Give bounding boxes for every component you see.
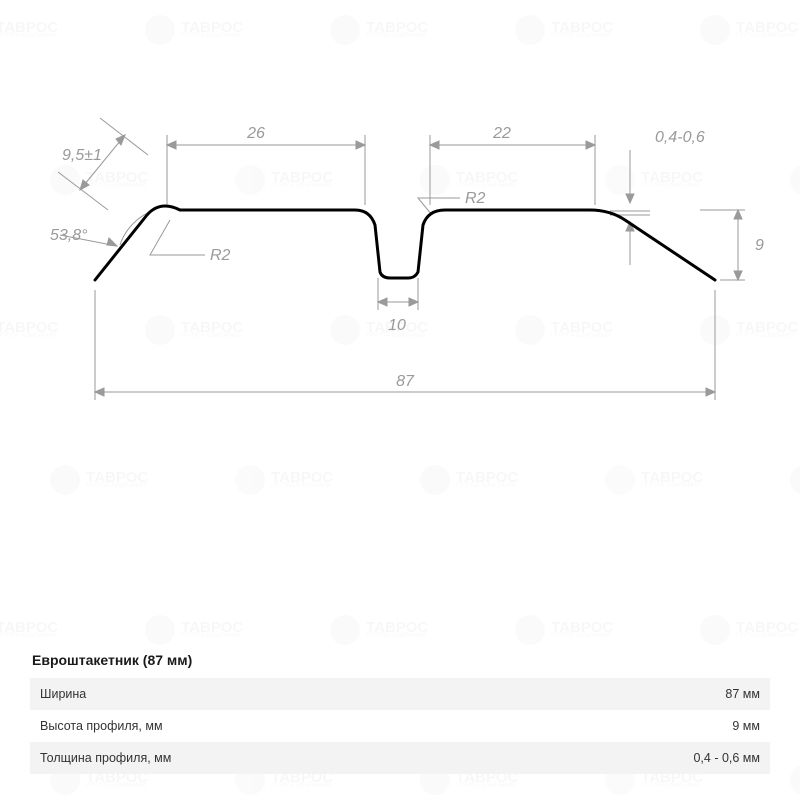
dim-top-left: 26	[246, 125, 265, 142]
dim-height: 9	[755, 237, 764, 254]
dim-angle: 53,8°	[50, 227, 88, 244]
dim-top-right: 22	[492, 125, 511, 142]
profile-diagram: 26 22 0,4-0,6 9 10 87 R2 R2 53,8° 9,5±1	[0, 0, 800, 640]
table-row: Толщина профиля, мм0,4 - 0,6 мм	[30, 742, 770, 774]
spec-area: Евроштакетник (87 мм) Ширина87 мм Высота…	[0, 652, 800, 800]
dim-overall: 87	[396, 373, 415, 390]
table-row: Высота профиля, мм9 мм	[30, 710, 770, 742]
dim-r2-center: R2	[465, 190, 486, 207]
dim-flange: 9,5±1	[62, 147, 102, 164]
dim-thickness: 0,4-0,6	[655, 129, 705, 146]
spec-table: Ширина87 мм Высота профиля, мм9 мм Толщи…	[30, 678, 770, 774]
table-row: Ширина87 мм	[30, 678, 770, 710]
dim-valley: 10	[388, 317, 406, 334]
dim-r2-left: R2	[210, 247, 231, 264]
spec-title: Евроштакетник (87 мм)	[32, 652, 770, 668]
profile-path	[95, 206, 715, 280]
